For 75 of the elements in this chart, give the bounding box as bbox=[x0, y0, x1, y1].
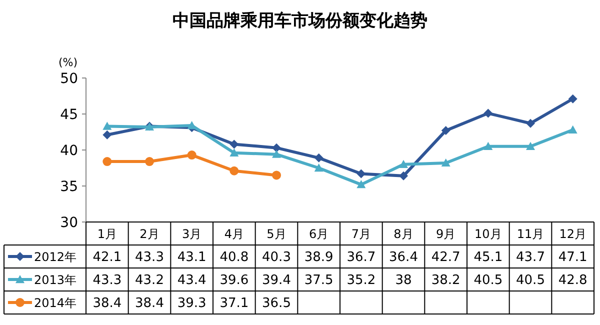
y-axis-title: (%) bbox=[58, 56, 78, 69]
point bbox=[484, 108, 493, 118]
y-tick-label: 30 bbox=[60, 215, 78, 231]
point bbox=[272, 170, 281, 180]
data-label: 42.1 bbox=[92, 250, 122, 265]
point bbox=[399, 171, 408, 180]
point bbox=[526, 118, 535, 128]
data-label: 43.3 bbox=[92, 273, 122, 288]
data-label: 38.4 bbox=[92, 296, 122, 311]
data-label: 43.7 bbox=[516, 250, 545, 265]
point bbox=[230, 148, 239, 156]
data-label: 39.3 bbox=[177, 296, 206, 311]
data-label: 36.4 bbox=[389, 250, 418, 265]
y-tick-label: 35 bbox=[60, 179, 78, 195]
point bbox=[145, 157, 154, 166]
x-tick-label: 1月 bbox=[97, 227, 117, 241]
point bbox=[356, 180, 366, 188]
data-label: 43.4 bbox=[177, 273, 206, 288]
data-label: 42.8 bbox=[558, 273, 588, 288]
x-tick-label: 9月 bbox=[436, 227, 456, 241]
x-tick-label: 12月 bbox=[559, 227, 586, 241]
y-tick-label: 50 bbox=[60, 71, 78, 87]
point bbox=[441, 126, 450, 136]
point bbox=[399, 160, 408, 168]
point bbox=[102, 122, 112, 130]
data-label: 42.7 bbox=[431, 250, 460, 265]
point bbox=[272, 143, 281, 152]
data-label: 39.4 bbox=[262, 273, 291, 288]
point bbox=[314, 153, 324, 162]
x-tick-label: 8月 bbox=[394, 227, 414, 241]
x-tick-label: 3月 bbox=[182, 227, 202, 241]
y-tick-label: 40 bbox=[60, 143, 78, 159]
data-label: 38.2 bbox=[431, 273, 460, 288]
legend-label: 2014年 bbox=[34, 296, 77, 310]
data-label: 40.5 bbox=[474, 273, 503, 288]
data-label: 40.3 bbox=[262, 250, 291, 265]
point bbox=[568, 94, 578, 104]
data-label: 45.1 bbox=[474, 250, 503, 265]
x-tick-label: 5月 bbox=[266, 227, 286, 241]
data-label: 36.7 bbox=[346, 250, 376, 265]
point bbox=[272, 150, 281, 158]
data-label: 43.2 bbox=[135, 273, 164, 288]
data-label: 43.3 bbox=[135, 250, 164, 265]
data-label: 38 bbox=[395, 273, 412, 288]
legend-label: 2012年 bbox=[34, 250, 77, 264]
point bbox=[102, 157, 112, 166]
data-label: 40.8 bbox=[220, 250, 249, 265]
x-tick-label: 2月 bbox=[140, 227, 160, 241]
chart-title: 中国品牌乘用车市场份额变化趋势 bbox=[172, 11, 428, 31]
data-label: 36.5 bbox=[262, 296, 291, 311]
point bbox=[187, 150, 196, 160]
data-label: 47.1 bbox=[558, 250, 588, 265]
point bbox=[230, 140, 239, 149]
data-label: 38.4 bbox=[135, 296, 164, 311]
data-label: 43.1 bbox=[177, 250, 206, 265]
data-label: 39.6 bbox=[220, 273, 249, 288]
data-label: 38.9 bbox=[304, 250, 334, 265]
point bbox=[568, 125, 578, 134]
legend-label: 2013年 bbox=[34, 273, 77, 287]
data-label: 35.2 bbox=[346, 273, 376, 288]
data-label: 37.1 bbox=[220, 296, 249, 311]
x-tick-label: 6月 bbox=[309, 227, 329, 241]
point bbox=[441, 158, 450, 167]
data-label: 37.5 bbox=[304, 273, 334, 288]
point bbox=[314, 164, 324, 172]
x-tick-label: 7月 bbox=[351, 227, 371, 241]
point bbox=[230, 166, 239, 176]
x-tick-label: 4月 bbox=[224, 227, 244, 241]
point bbox=[102, 130, 112, 140]
point bbox=[484, 142, 493, 150]
x-tick-label: 10月 bbox=[474, 227, 502, 241]
data-label: 40.5 bbox=[516, 273, 545, 288]
x-tick-label: 11月 bbox=[516, 227, 544, 241]
y-tick-label: 45 bbox=[60, 107, 78, 123]
point bbox=[526, 142, 535, 150]
